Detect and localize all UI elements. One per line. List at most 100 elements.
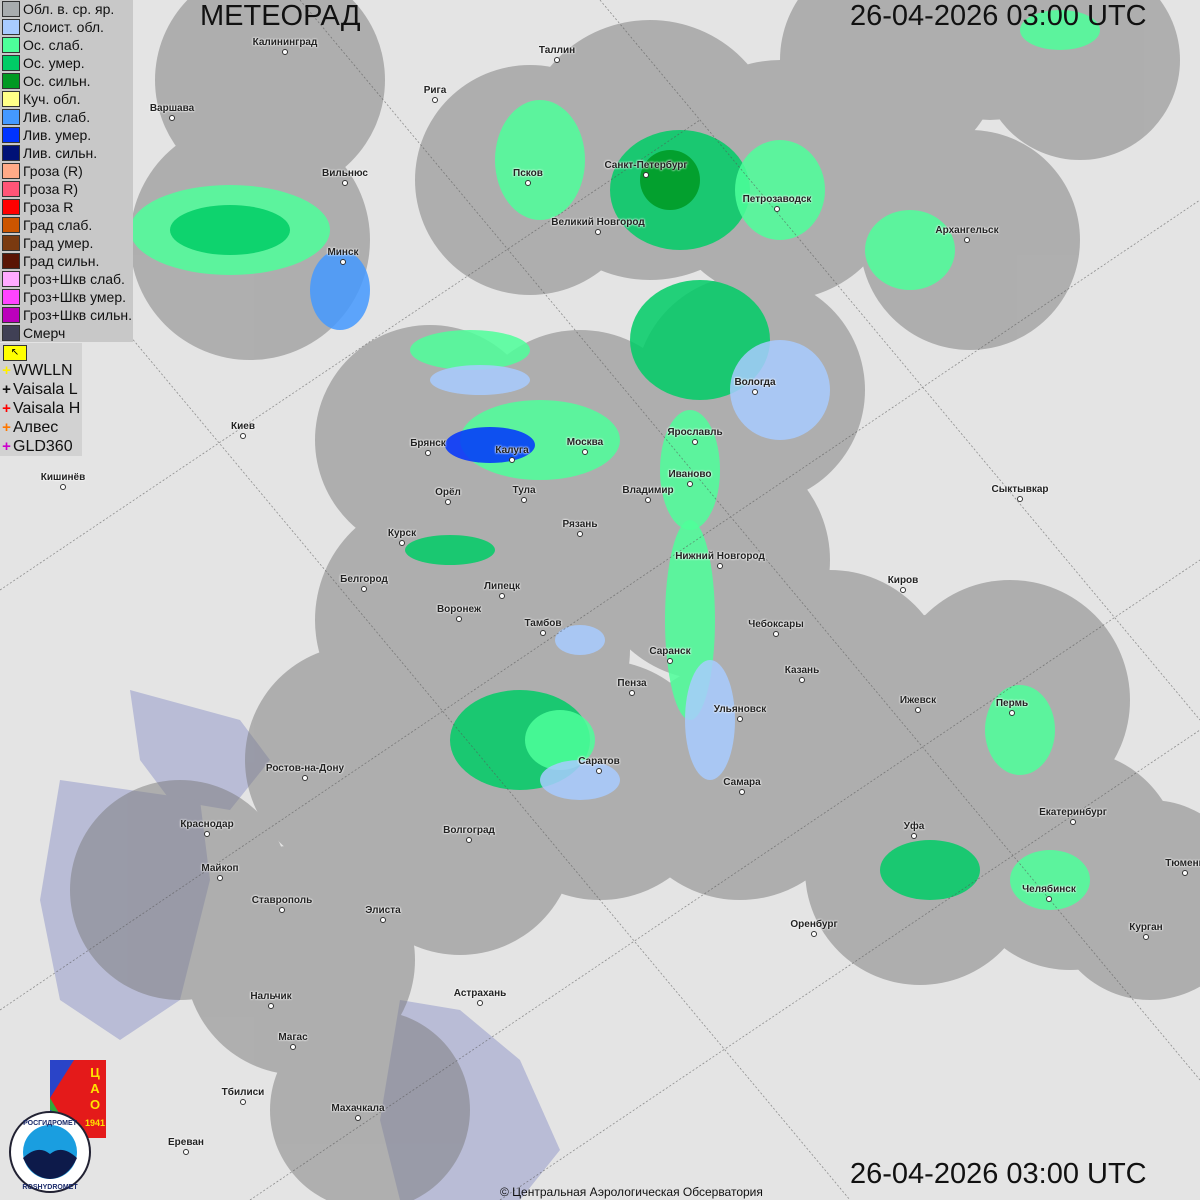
city-label: Тамбов bbox=[524, 618, 562, 629]
city-label: Ростов-на-Дону bbox=[265, 763, 345, 774]
city-marker bbox=[240, 1099, 246, 1105]
city-marker bbox=[290, 1044, 296, 1050]
legend-label: Гроза R) bbox=[23, 181, 79, 197]
city-marker bbox=[643, 172, 649, 178]
city-marker bbox=[355, 1115, 361, 1121]
legend-swatch bbox=[2, 325, 20, 341]
legend-swatch bbox=[2, 91, 20, 107]
city-label: Саратов bbox=[578, 756, 620, 767]
city-label: Саранск bbox=[649, 646, 691, 657]
svg-text:ROSHYDROMET: ROSHYDROMET bbox=[22, 1184, 78, 1191]
legend-label: Смерч bbox=[23, 325, 66, 341]
legend-swatch bbox=[2, 217, 20, 233]
lightning-legend: ↖ + WWLLN + Vaisala L + Vaisala H + Алвес + GLD36… bbox=[0, 343, 82, 456]
svg-text:1941: 1941 bbox=[85, 1118, 105, 1128]
precipitation-area bbox=[685, 660, 735, 780]
city-marker bbox=[900, 587, 906, 593]
city-marker bbox=[268, 1003, 274, 1009]
city-label: Сыктывкар bbox=[991, 484, 1049, 495]
lightning-source-label: Vaisala H bbox=[13, 399, 81, 417]
legend-item: Ос. умер. bbox=[0, 54, 133, 72]
radar-coverage-circle bbox=[860, 130, 1080, 350]
legend-item: Лив. слаб. bbox=[0, 108, 133, 126]
city-label: Белгород bbox=[340, 574, 388, 585]
city-label: Пенза bbox=[617, 678, 647, 689]
precipitation-area bbox=[525, 710, 595, 770]
lightning-source-item: + Vaisala L bbox=[0, 380, 82, 399]
city-label: Петрозаводск bbox=[742, 194, 812, 205]
city-marker bbox=[432, 97, 438, 103]
legend-item: Град сильн. bbox=[0, 252, 133, 270]
city-label: Ереван bbox=[168, 1137, 204, 1148]
city-label: Киев bbox=[231, 421, 255, 432]
city-label: Вильнюс bbox=[322, 168, 368, 179]
legend-swatch bbox=[2, 199, 20, 215]
legend-label: Слоист. обл. bbox=[23, 19, 104, 35]
city-marker bbox=[60, 484, 66, 490]
city-marker bbox=[1182, 870, 1188, 876]
city-label: Казань bbox=[784, 665, 820, 676]
city-marker bbox=[577, 531, 583, 537]
city-label: Орёл bbox=[435, 487, 461, 498]
lightning-cross-icon: + bbox=[2, 419, 11, 436]
legend-label: Обл. в. ср. яр. bbox=[23, 1, 115, 17]
city-label: Тула bbox=[512, 485, 536, 496]
precipitation-area bbox=[660, 410, 720, 530]
lightning-cross-icon: + bbox=[2, 400, 11, 417]
city-marker bbox=[540, 630, 546, 636]
city-label: Тбилиси bbox=[221, 1087, 265, 1098]
precipitation bbox=[130, 10, 1100, 910]
city-marker bbox=[595, 229, 601, 235]
city-label: Архангельск bbox=[935, 225, 999, 236]
legend-swatch bbox=[2, 19, 20, 35]
city-marker bbox=[1046, 896, 1052, 902]
precipitation-area bbox=[555, 625, 605, 655]
city-marker bbox=[240, 433, 246, 439]
precipitation-legend: Обл. в. ср. яр. Слоист. обл. Ос. слаб. Ос. … bbox=[0, 0, 133, 342]
legend-label: Куч. обл. bbox=[23, 91, 81, 107]
legend-swatch bbox=[2, 289, 20, 305]
city-marker bbox=[737, 716, 743, 722]
legend-label: Лив. умер. bbox=[23, 127, 92, 143]
lightning-source-item: + WWLLN bbox=[0, 361, 82, 380]
city-marker bbox=[1017, 496, 1023, 502]
legend-item: Град слаб. bbox=[0, 216, 133, 234]
legend-item: Гроз+Шкв слаб. bbox=[0, 270, 133, 288]
svg-text:О: О bbox=[90, 1097, 100, 1112]
city-label: Ижевск bbox=[899, 695, 937, 706]
city-marker bbox=[554, 57, 560, 63]
lightning-source-label: GLD360 bbox=[13, 437, 73, 455]
legend-item: Гроза R) bbox=[0, 180, 133, 198]
legend-item: Обл. в. ср. яр. bbox=[0, 0, 133, 18]
legend-swatch bbox=[2, 163, 20, 179]
legend-swatch bbox=[2, 55, 20, 71]
timestamp-bottom: 26-04-2026 03:00 UTC bbox=[850, 1158, 1147, 1190]
precipitation-area bbox=[410, 330, 530, 370]
city-label: Уфа bbox=[903, 821, 925, 832]
legend-item: Град умер. bbox=[0, 234, 133, 252]
city-marker bbox=[509, 457, 515, 463]
city-label: Рязань bbox=[562, 519, 598, 530]
flag-icon[interactable]: ↖ bbox=[3, 345, 27, 361]
precipitation-area bbox=[405, 535, 495, 565]
city-label: Волгоград bbox=[443, 825, 495, 836]
precipitation-area bbox=[735, 140, 825, 240]
city-marker bbox=[811, 931, 817, 937]
precipitation-area bbox=[880, 840, 980, 900]
city-marker bbox=[217, 875, 223, 881]
legend-label: Град сильн. bbox=[23, 253, 100, 269]
legend-item: Ос. слаб. bbox=[0, 36, 133, 54]
city-marker bbox=[1070, 819, 1076, 825]
svg-text:А: А bbox=[90, 1081, 100, 1096]
city-marker bbox=[692, 439, 698, 445]
city-marker bbox=[399, 540, 405, 546]
legend-label: Лив. сильн. bbox=[23, 145, 98, 161]
legend-swatch bbox=[2, 235, 20, 251]
legend-label: Лив. слаб. bbox=[23, 109, 91, 125]
city-label: Тюмень bbox=[1165, 858, 1200, 869]
city-marker bbox=[1143, 934, 1149, 940]
city-label: Нальчик bbox=[250, 991, 292, 1002]
city-label: Псков bbox=[513, 168, 543, 179]
